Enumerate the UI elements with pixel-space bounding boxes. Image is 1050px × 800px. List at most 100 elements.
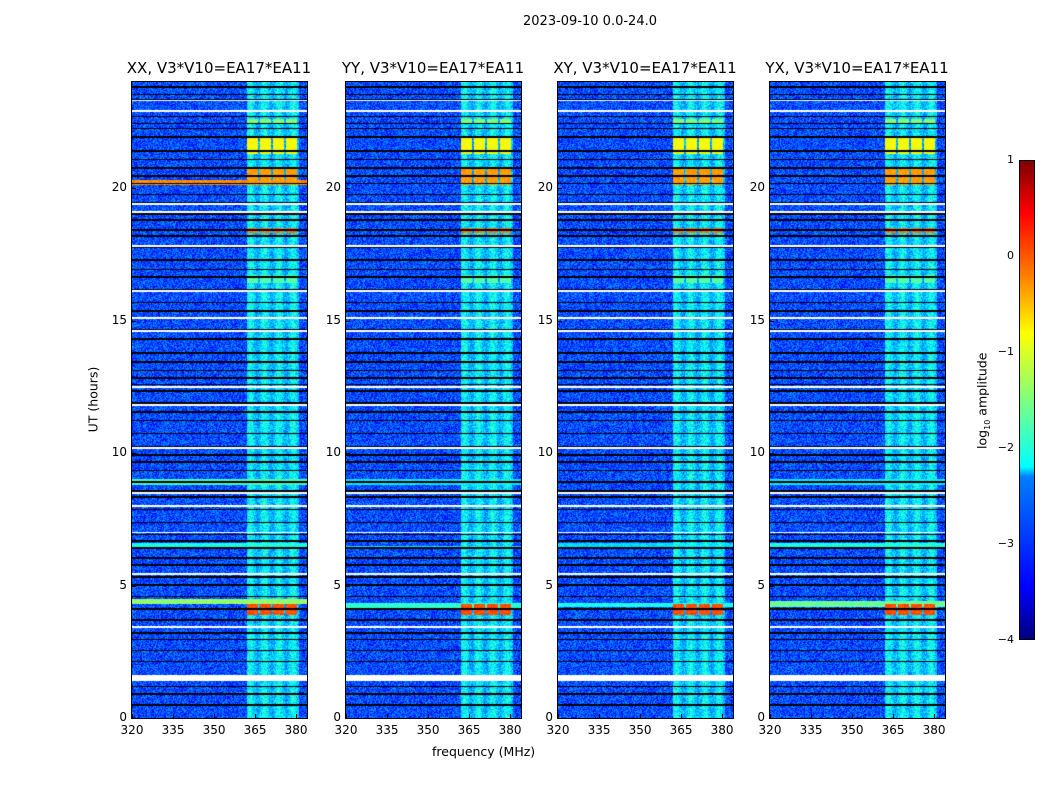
y-tick-label: 20 bbox=[537, 180, 553, 194]
x-tick-mark bbox=[469, 714, 471, 718]
x-tick-mark bbox=[214, 714, 216, 718]
y-tick-label: 0 bbox=[757, 710, 765, 724]
x-tick-label: 350 bbox=[628, 723, 652, 737]
x-tick-mark bbox=[346, 714, 347, 718]
y-tick-mark bbox=[770, 188, 774, 189]
x-tick-mark bbox=[296, 714, 298, 718]
y-tick-label: 15 bbox=[111, 312, 127, 327]
x-tick-mark bbox=[428, 714, 430, 718]
x-tick-label: 320 bbox=[334, 723, 358, 737]
y-tick-mark bbox=[770, 718, 774, 719]
waterfall-panel bbox=[345, 81, 522, 719]
y-tick-mark bbox=[132, 453, 136, 454]
x-tick-label: 350 bbox=[202, 723, 226, 737]
x-tick-label: 335 bbox=[161, 723, 185, 737]
y-tick-label: 10 bbox=[537, 445, 553, 459]
x-tick-label: 335 bbox=[799, 723, 823, 737]
y-tick-label: 5 bbox=[333, 577, 341, 592]
x-tick-label: 320 bbox=[758, 723, 782, 737]
waterfall-heatmap bbox=[132, 82, 307, 718]
x-tick-label: 380 bbox=[710, 723, 734, 737]
colorbar-tick-label: 0 bbox=[1007, 249, 1014, 262]
y-tick-mark bbox=[558, 718, 562, 719]
x-tick-mark bbox=[893, 714, 895, 718]
y-tick-label: 5 bbox=[545, 577, 553, 592]
y-tick-label: 20 bbox=[749, 180, 765, 194]
y-tick-mark bbox=[346, 585, 350, 587]
y-tick-mark bbox=[132, 320, 136, 322]
y-tick-label: 10 bbox=[749, 445, 765, 459]
y-tick-label: 15 bbox=[537, 312, 553, 327]
x-tick-label: 335 bbox=[375, 723, 399, 737]
x-tick-label: 380 bbox=[284, 723, 308, 737]
y-axis-label: UT (hours) bbox=[85, 366, 101, 433]
colorbar-tick-label: −3 bbox=[997, 537, 1014, 550]
y-tick-mark bbox=[558, 585, 562, 587]
x-tick-label: 365 bbox=[669, 723, 693, 737]
waterfall-heatmap bbox=[770, 82, 945, 718]
y-tick-mark bbox=[132, 718, 136, 719]
y-tick-mark bbox=[558, 320, 562, 322]
x-tick-label: 365 bbox=[881, 723, 905, 737]
x-tick-mark bbox=[510, 714, 512, 718]
y-tick-label: 0 bbox=[333, 710, 341, 724]
x-tick-label: 350 bbox=[416, 723, 440, 737]
y-tick-mark bbox=[346, 188, 350, 189]
panel-title: YY, V3*V10=EA17*EA11 bbox=[341, 59, 525, 77]
y-tick-label: 15 bbox=[749, 312, 765, 327]
colorbar-label: log10 amplitude bbox=[974, 352, 992, 449]
x-tick-mark bbox=[852, 714, 854, 718]
figure-title: 2023-09-10 0.0-24.0 bbox=[523, 14, 657, 29]
x-tick-label: 365 bbox=[243, 723, 267, 737]
x-tick-mark bbox=[770, 714, 771, 718]
waterfall-heatmap bbox=[558, 82, 733, 718]
y-tick-label: 5 bbox=[119, 577, 127, 592]
colorbar-tick-label: −2 bbox=[997, 441, 1014, 454]
y-tick-mark bbox=[558, 453, 562, 454]
x-tick-mark bbox=[132, 714, 133, 718]
y-tick-mark bbox=[558, 188, 562, 189]
y-tick-label: 5 bbox=[757, 577, 765, 592]
panel-title: YX, V3*V10=EA17*EA11 bbox=[765, 59, 949, 77]
x-tick-mark bbox=[173, 714, 175, 718]
x-tick-label: 335 bbox=[587, 723, 611, 737]
x-tick-label: 350 bbox=[840, 723, 864, 737]
x-tick-label: 365 bbox=[457, 723, 481, 737]
y-tick-mark bbox=[346, 453, 350, 454]
y-tick-mark bbox=[770, 320, 774, 322]
waterfall-panel bbox=[769, 81, 946, 719]
panel-title: XY, V3*V10=EA17*EA11 bbox=[553, 59, 737, 77]
x-tick-label: 320 bbox=[546, 723, 570, 737]
y-tick-label: 20 bbox=[111, 180, 127, 194]
colorbar-tick-label: 1 bbox=[1007, 153, 1014, 166]
y-tick-label: 10 bbox=[325, 445, 341, 459]
y-tick-mark bbox=[132, 585, 136, 587]
x-tick-mark bbox=[640, 714, 642, 718]
waterfall-panel bbox=[557, 81, 734, 719]
x-tick-label: 320 bbox=[120, 723, 144, 737]
x-tick-mark bbox=[811, 714, 813, 718]
y-tick-mark bbox=[346, 320, 350, 322]
y-tick-mark bbox=[770, 453, 774, 454]
y-tick-label: 0 bbox=[545, 710, 553, 724]
x-tick-mark bbox=[255, 714, 257, 718]
x-tick-mark bbox=[387, 714, 389, 718]
x-tick-label: 380 bbox=[498, 723, 522, 737]
y-tick-label: 0 bbox=[119, 710, 127, 724]
x-tick-label: 380 bbox=[922, 723, 946, 737]
x-tick-mark bbox=[722, 714, 724, 718]
x-tick-mark bbox=[934, 714, 936, 718]
x-axis-label: frequency (MHz) bbox=[432, 744, 536, 759]
y-tick-label: 15 bbox=[325, 312, 341, 327]
waterfall-heatmap bbox=[346, 82, 521, 718]
y-tick-mark bbox=[346, 718, 350, 719]
y-tick-mark bbox=[770, 585, 774, 587]
panel-title: XX, V3*V10=EA17*EA11 bbox=[126, 59, 312, 77]
waterfall-panel bbox=[131, 81, 308, 719]
y-tick-label: 10 bbox=[111, 445, 127, 459]
y-tick-mark bbox=[132, 188, 136, 189]
y-tick-label: 20 bbox=[325, 180, 341, 194]
colorbar-tick-label: −1 bbox=[997, 345, 1014, 358]
x-tick-mark bbox=[681, 714, 683, 718]
